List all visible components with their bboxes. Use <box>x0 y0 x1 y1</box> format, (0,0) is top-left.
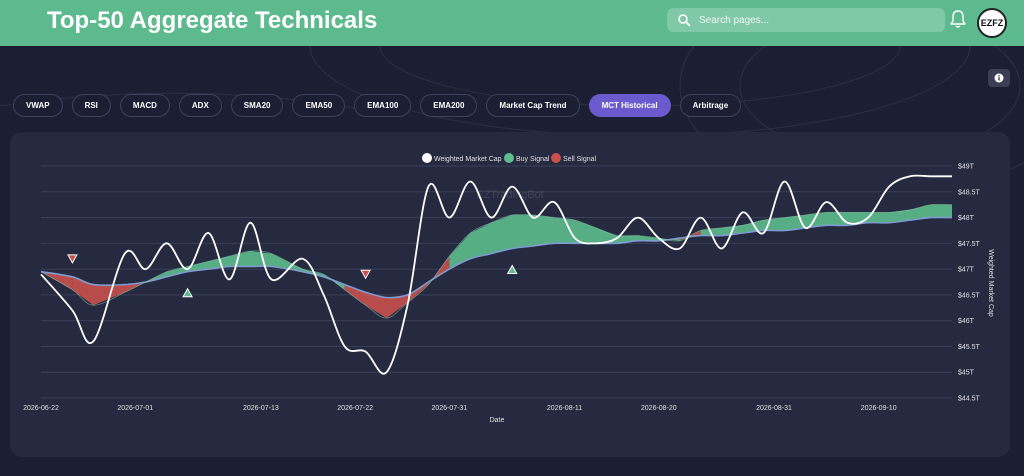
tab-ema200[interactable]: EMA200 <box>420 94 478 117</box>
search-box[interactable] <box>667 8 945 32</box>
legend-label: Buy Signal <box>516 156 550 163</box>
x-tick-label: 2026-07-13 <box>243 405 279 412</box>
x-tick-label: 2026-08-20 <box>641 405 677 412</box>
search-input[interactable] <box>699 10 935 30</box>
tab-market-cap-trend[interactable]: Market Cap Trend <box>486 94 580 117</box>
y-tick-label: $48.5T <box>958 189 981 196</box>
tab-sma20[interactable]: SMA20 <box>230 94 284 117</box>
tab-adx[interactable]: ADX <box>178 94 222 117</box>
signal-markers <box>67 254 518 298</box>
legend-item-weighted-market-cap[interactable]: Weighted Market Cap <box>422 153 502 163</box>
fast-average-line <box>40 203 953 319</box>
chart-watermark: EZTradingBot <box>476 189 543 201</box>
chart-legend: Weighted Market Cap Buy Signal Sell Sign… <box>422 153 597 163</box>
x-axis-ticks: 2026-06-22 2026-07-01 2026-07-13 2026-07-22… <box>23 405 897 412</box>
tab-rsi[interactable]: RSI <box>71 94 111 117</box>
signal-bands <box>41 204 952 319</box>
info-icon <box>994 73 1004 83</box>
y-tick-label: $49T <box>958 164 975 171</box>
legend-item-buy-signal[interactable]: Buy Signal <box>504 153 550 163</box>
buy-band <box>145 251 345 290</box>
buy-signal-marker <box>182 287 193 298</box>
chart-card: EZTradingBot $44.5T $45T $45.5T $46T $46.5T $… <box>10 132 1010 457</box>
y-tick-label: $45.5T <box>958 344 981 351</box>
y-axis-ticks: $44.5T $45T $45.5T $46T $46.5T $47T $47.5T $48T… <box>958 164 981 403</box>
sell-band <box>41 271 73 290</box>
legend-item-sell-signal[interactable]: Sell Signal <box>551 153 597 163</box>
sell-band <box>344 256 450 319</box>
x-tick-label: 2026-09-10 <box>861 405 897 412</box>
y-tick-label: $47T <box>958 267 975 274</box>
search-icon <box>678 14 691 27</box>
avatar-text: EZFZ <box>980 18 1004 28</box>
tab-mct-historical[interactable]: MCT Historical <box>588 94 671 117</box>
sell-signal-marker <box>360 269 371 280</box>
y-tick-label: $46.5T <box>958 292 981 299</box>
y-tick-label: $46T <box>958 318 975 325</box>
y-tick-label: $48T <box>958 215 975 222</box>
x-tick-label: 2026-08-11 <box>547 405 582 412</box>
tab-macd[interactable]: MACD <box>119 94 170 117</box>
chart-lines <box>40 174 953 375</box>
y-tick-label: $44.5T <box>958 396 981 403</box>
x-tick-label: 2026-07-01 <box>117 405 153 412</box>
x-tick-label: 2026-06-22 <box>23 405 59 412</box>
page-title: Top-50 Aggregate Technicals <box>47 7 378 34</box>
tab-ema50[interactable]: EMA50 <box>292 94 346 117</box>
info-button[interactable] <box>988 69 1010 87</box>
weighted-market-cap-line <box>40 174 952 375</box>
top-header: Top-50 Aggregate Technicals EZFZ <box>0 0 1024 46</box>
sell-signal-marker <box>67 254 78 264</box>
tab-arbitrage[interactable]: Arbitrage <box>679 94 742 117</box>
x-tick-label: 2026-07-22 <box>337 405 373 412</box>
x-tick-label: 2026-07-31 <box>431 405 467 412</box>
buy-signal-marker <box>506 264 518 274</box>
y-tick-label: $47.5T <box>958 241 981 248</box>
x-tick-label: 2026-08-31 <box>756 405 792 412</box>
bell-icon[interactable] <box>949 9 967 29</box>
tab-vwap[interactable]: VWAP <box>13 94 63 117</box>
user-avatar[interactable]: EZFZ <box>977 8 1007 38</box>
mct-historical-chart: EZTradingBot $44.5T$45T$45.5T$46T$46.5T$… <box>23 153 994 424</box>
buy-band <box>449 215 680 270</box>
indicator-tabs: VWAP RSI MACD ADX SMA20 EMA50 EMA100 EMA… <box>13 94 742 117</box>
legend-label: Sell Signal <box>563 156 597 163</box>
tab-ema100[interactable]: EMA100 <box>354 94 412 117</box>
x-axis-label: Date <box>490 417 505 424</box>
legend-label: Weighted Market Cap <box>434 156 502 163</box>
y-tick-label: $45T <box>958 370 975 377</box>
y-axis-label: Weighted Market Cap <box>987 249 994 317</box>
